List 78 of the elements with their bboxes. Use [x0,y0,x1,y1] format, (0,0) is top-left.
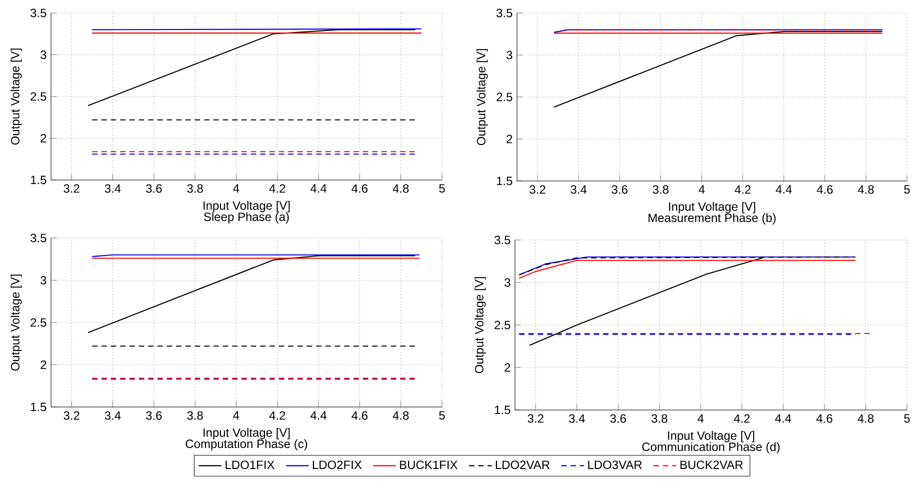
x-tick-label: 3.2 [530,185,546,194]
x-tick-label: 4 [233,411,240,420]
y-tick-label: 2.5 [30,318,46,327]
x-tick-label: 4 [698,185,705,194]
x-tick-label: 4.4 [310,184,327,193]
text: Communication Phase (d) [642,442,780,454]
y-tick-label: 1.5 [496,176,512,186]
y-tick-label: 1.5 [494,406,510,414]
x-tick-label: 3.8 [652,185,668,194]
x-tick-label: 3.6 [146,184,162,193]
x-tick-label: 5 [439,184,445,193]
legend-label: BUCK2VAR [680,460,743,470]
x-tick-label: 4.8 [392,411,409,420]
x-tick-label: 3.6 [610,414,626,423]
x-tick-label: 4.6 [352,411,368,420]
y-tick-label: 3.5 [30,234,46,242]
y-tick-label: 3 [506,50,512,60]
y-axis-title: Output Voltage [V] [10,48,22,145]
legend-label: LDO2FIX [312,460,362,470]
x-tick-label: 4.2 [734,185,751,194]
x-tick-label: 3.4 [104,184,121,193]
x-tick-label: 4.4 [310,411,327,420]
y-tick-label: 3 [504,278,510,287]
y-tick-label: 3.5 [30,8,46,18]
text: Measurement Phase (b) [648,213,776,224]
x-axis-title: Input Voltage [V] [668,431,754,442]
x-tick-label: 4.2 [734,414,750,423]
legend-label: LDO1FIX [226,460,274,470]
y-axis-title: Output Voltage [V] [476,49,488,146]
x-tick-label: 3.8 [187,411,203,420]
y-tick-label: 2.5 [494,320,510,330]
y-tick-label: 3 [40,50,46,60]
x-axis-title: Input Voltage [V] [204,201,290,212]
x-tick-label: 4.2 [269,184,286,193]
legend-label: LDO3VAR [588,460,642,470]
y-tick-label: 1.5 [30,402,46,412]
x-axis-title: Input Voltage [V] [204,428,290,440]
y-tick-label: 1.5 [30,176,46,184]
x-tick-label: 3.2 [528,414,544,423]
y-tick-label: 2 [40,360,46,369]
x-tick-label: 3.4 [570,185,587,194]
y-tick-label: 3.5 [496,8,512,18]
x-tick-label: 4.6 [816,414,832,423]
legend-label: BUCK1FIX [400,460,458,470]
x-tick-label: 4.4 [775,414,792,423]
x-tick-label: 4.6 [816,185,833,194]
x-tick-label: 4 [698,414,704,423]
x-tick-label: 3.8 [652,414,668,423]
y-tick-label: 2 [506,134,512,144]
x-tick-label: 3.8 [187,184,203,193]
x-tick-label: 3.2 [64,184,80,193]
x-axis-title: Input Voltage [V] [669,202,756,214]
x-tick-label: 3.6 [612,185,628,194]
x-tick-label: 4.8 [858,185,874,194]
y-tick-label: 2 [40,134,46,142]
text: Sleep Phase (a) [204,212,289,224]
x-tick-label: 5 [904,414,910,423]
x-tick-label: 4.8 [858,414,874,423]
y-tick-label: 2 [504,363,510,372]
y-tick-label: 3 [40,276,46,284]
y-axis-title: Output Voltage [V] [10,274,22,371]
x-tick-label: 5 [439,411,445,420]
x-tick-label: 5 [904,185,910,194]
y-tick-label: 3.5 [494,236,510,244]
x-tick-label: 3.4 [569,414,585,423]
x-tick-label: 3.4 [104,411,121,420]
y-tick-label: 2.5 [30,92,46,101]
x-tick-label: 4.4 [776,185,792,194]
x-tick-label: 4.8 [392,184,409,193]
x-tick-label: 4.2 [269,411,286,420]
x-tick-label: 4 [233,184,240,193]
x-tick-label: 3.2 [64,411,80,420]
legend-label: LDO2VAR [496,460,550,470]
text: Computation Phase (c) [186,439,308,450]
y-axis-title: Output Voltage [V] [474,277,486,374]
y-tick-label: 2.5 [496,92,512,102]
x-tick-label: 4.6 [352,184,368,193]
x-tick-label: 3.6 [146,411,162,420]
